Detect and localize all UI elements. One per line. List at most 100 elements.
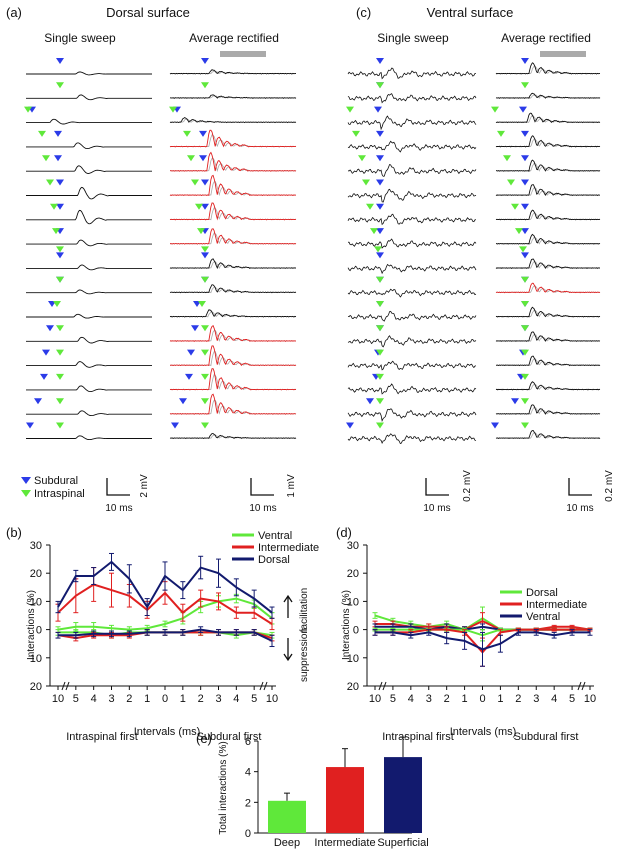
subdural-marker-icon — [511, 398, 519, 405]
panel-d-letter: (d) — [336, 525, 352, 540]
y-tick-label: 20 — [30, 568, 42, 580]
y-tick-label: 30 — [347, 540, 359, 552]
intraspinal-marker-icon — [50, 203, 58, 210]
panel-a-scale-bar-2 — [250, 478, 274, 496]
intraspinal-marker-icon — [56, 398, 64, 405]
panel-c-average-traces — [491, 58, 601, 440]
intraspinal-marker-icon — [201, 349, 209, 356]
subdural-marker-icon — [376, 155, 384, 162]
sweep-trace — [26, 435, 152, 441]
intraspinal-marker-icon — [376, 276, 384, 283]
subdural-marker-icon — [201, 179, 209, 186]
x-tick-label: 1 — [497, 693, 503, 705]
average-trace — [169, 258, 296, 270]
intraspinal-marker-icon — [56, 82, 64, 89]
subdural-marker-icon — [199, 155, 207, 162]
sweep-trace — [347, 188, 477, 203]
intraspinal-marker-icon — [56, 325, 64, 332]
intraspinal-marker-icon — [521, 373, 529, 380]
subdural-marker-icon — [179, 398, 187, 405]
panel-c-scale-bar-2 — [568, 478, 592, 496]
panel-d-xlabel-left: Intraspinal first — [382, 731, 454, 743]
average-trace — [495, 135, 601, 148]
intraspinal-marker-icon — [56, 276, 64, 283]
subdural-marker-icon — [521, 130, 529, 137]
subdural-marker-icon — [519, 106, 527, 113]
subdural-marker-icon — [171, 422, 179, 429]
x-tick-label: 2 — [515, 693, 521, 705]
legend-label: Intermediate — [526, 599, 587, 611]
average-trace — [495, 331, 601, 342]
intraspinal-marker-icon — [521, 325, 529, 332]
x-tick-label: 3 — [215, 693, 221, 705]
intraspinal-marker-icon — [201, 82, 209, 89]
average-trace — [495, 92, 601, 99]
series-line-dorsal — [58, 628, 273, 642]
intraspinal-marker-icon — [374, 246, 382, 253]
x-tick-label: 10 — [266, 693, 278, 705]
y-tick-label: 30 — [30, 540, 42, 552]
panel-a-single-sweep-traces — [24, 58, 152, 441]
panel-a-title: Dorsal surface — [106, 5, 190, 20]
intraspinal-marker-icon — [376, 349, 384, 356]
intraspinal-marker-icon — [195, 203, 203, 210]
average-trace — [495, 233, 601, 245]
x-tick-label: 4 — [551, 693, 557, 705]
panel-d-xlabel: Intervals (ms) — [450, 726, 517, 738]
sweep-trace — [347, 163, 477, 177]
average-trace — [495, 258, 600, 269]
panel-c-scale1-time: 10 ms — [423, 503, 450, 514]
subdural-marker-icon — [201, 252, 209, 259]
sweep-trace — [26, 336, 152, 344]
panel-b-ylabel: Interactions (%) — [26, 590, 37, 660]
average-trace — [169, 393, 297, 415]
panel-b-suppression-label: suppression — [299, 628, 310, 682]
subdural-marker-icon — [56, 203, 64, 210]
subdural-marker-icon — [366, 398, 374, 405]
intraspinal-marker-icon — [183, 130, 191, 137]
panel-e-letter: (e) — [196, 731, 212, 746]
intraspinal-marker-icon — [56, 373, 64, 380]
legend-label: Dorsal — [258, 554, 290, 566]
x-tick-label: Deep — [274, 837, 300, 849]
average-trace — [169, 228, 297, 245]
x-tick-label: 3 — [426, 693, 432, 705]
legend-intraspinal: Intraspinal — [34, 488, 85, 500]
facilitation-arrow-icon — [283, 594, 293, 618]
subdural-marker-icon — [199, 130, 207, 137]
intraspinal-marker-icon — [521, 301, 529, 307]
intraspinal-marker-icon — [491, 106, 499, 113]
y-tick-label: 10 — [347, 653, 359, 665]
panel-a-scale1-amp: 2 mV — [139, 474, 150, 498]
y-tick-label: 0 — [353, 625, 359, 637]
panel-b-xlabel: Intervals (ms) — [134, 726, 201, 738]
subdural-marker-icon — [56, 252, 64, 259]
intraspinal-marker-icon — [201, 246, 209, 253]
panel-b-letter: (b) — [6, 525, 22, 540]
sweep-trace — [26, 165, 152, 174]
panel-a-scale2-time: 10 ms — [249, 503, 276, 514]
intraspinal-marker-icon — [38, 130, 46, 137]
y-tick-label: 10 — [30, 653, 42, 665]
average-trace — [169, 129, 297, 148]
panel-c-scale-bar-1 — [425, 478, 449, 496]
x-tick-label: 3 — [533, 693, 539, 705]
y-tick-label: 20 — [30, 681, 42, 693]
sweep-trace — [347, 288, 477, 298]
panel-c-scale2-amp: 0.2 mV — [604, 470, 615, 502]
y-tick-label: 4 — [245, 767, 251, 779]
intraspinal-marker-icon — [376, 422, 384, 429]
intraspinal-marker-icon — [201, 325, 209, 332]
intraspinal-marker-icon — [515, 228, 523, 235]
subdural-marker-icon — [521, 252, 529, 259]
intraspinal-marker-icon — [497, 130, 505, 137]
sweep-trace — [26, 209, 152, 225]
sweep-trace — [26, 410, 152, 417]
subdural-marker-icon — [376, 58, 384, 64]
intraspinal-marker-icon — [511, 203, 519, 210]
subdural-marker-icon — [491, 422, 499, 429]
sweep-trace — [347, 263, 477, 275]
intraspinal-marker-icon — [519, 246, 527, 253]
subdural-marker-icon — [40, 373, 48, 380]
